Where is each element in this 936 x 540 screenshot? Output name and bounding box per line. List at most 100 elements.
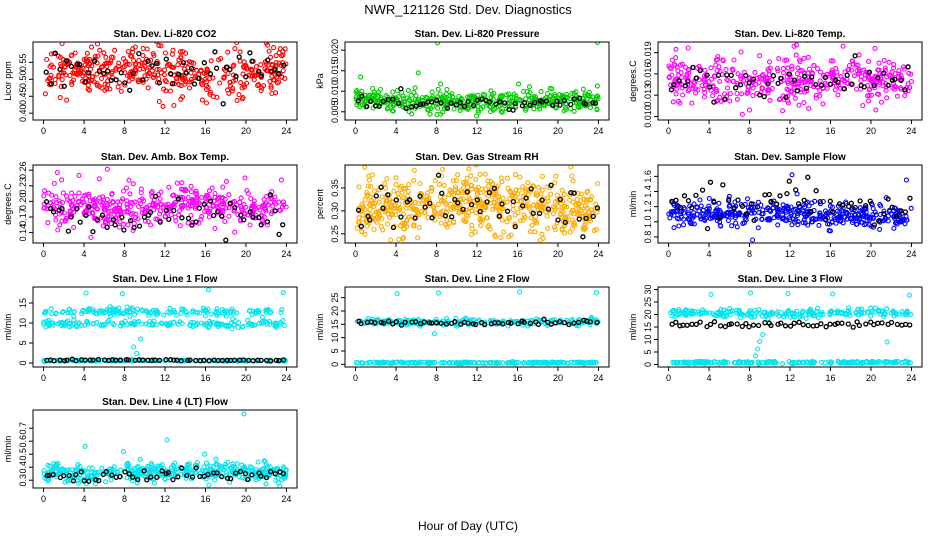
data-point	[249, 67, 255, 73]
data-point	[859, 360, 865, 366]
data-point	[801, 360, 807, 366]
data-point	[112, 47, 118, 53]
data-point	[801, 197, 807, 203]
data-point	[695, 87, 701, 93]
data-point	[112, 312, 118, 318]
data-point	[199, 97, 205, 103]
data-point	[907, 84, 913, 91]
data-point	[851, 73, 857, 79]
data-point	[222, 218, 228, 224]
data-point	[789, 63, 795, 69]
data-point	[561, 97, 567, 104]
data-point	[765, 66, 771, 72]
data-point	[374, 219, 380, 225]
data-point	[175, 62, 181, 68]
data-point	[413, 103, 419, 109]
data-point	[494, 360, 500, 366]
data-point	[156, 357, 163, 364]
data-point	[557, 102, 563, 108]
data-point	[888, 310, 894, 316]
data-point	[780, 66, 786, 72]
data-point	[767, 311, 773, 317]
data-point	[567, 197, 573, 203]
data-point	[358, 223, 364, 229]
data-point	[576, 216, 582, 222]
data-point	[673, 46, 679, 52]
data-point	[881, 70, 887, 76]
data-point	[569, 90, 575, 96]
data-point	[584, 189, 590, 195]
data-point	[725, 209, 731, 215]
data-point	[390, 321, 396, 327]
data-point	[789, 360, 795, 366]
data-point	[112, 222, 118, 228]
data-point	[140, 45, 146, 52]
data-point	[698, 203, 704, 209]
data-point	[571, 96, 577, 102]
data-point	[561, 319, 568, 326]
data-point	[525, 360, 531, 366]
data-point	[791, 320, 797, 326]
data-point	[783, 57, 790, 63]
x-tick-label: 16	[512, 249, 522, 259]
data-point	[809, 219, 815, 225]
data-point	[443, 210, 450, 216]
data-point	[180, 59, 187, 66]
data-point	[511, 91, 517, 97]
data-points	[41, 287, 288, 365]
data-point	[109, 357, 116, 363]
data-point	[401, 98, 407, 105]
data-point	[207, 76, 213, 82]
data-point	[171, 357, 177, 363]
data-point	[199, 214, 205, 220]
outlier-point	[160, 103, 166, 109]
data-point	[141, 214, 148, 220]
data-point	[507, 214, 513, 220]
data-point	[775, 206, 781, 212]
outlier-point	[280, 290, 286, 296]
data-point	[469, 183, 475, 189]
data-point	[251, 77, 257, 83]
data-point	[539, 173, 545, 179]
data-point	[900, 311, 906, 317]
data-point	[743, 217, 749, 223]
data-point	[207, 209, 213, 215]
data-point	[713, 88, 719, 94]
data-point	[88, 44, 95, 50]
data-point	[127, 306, 133, 312]
data-point	[745, 90, 751, 96]
data-point	[121, 227, 127, 233]
data-point	[490, 107, 496, 113]
data-point	[786, 178, 792, 184]
data-point	[468, 173, 474, 179]
data-point	[74, 61, 81, 68]
data-point	[689, 221, 695, 227]
data-point	[190, 197, 196, 203]
data-point	[87, 357, 93, 363]
panel-title: Stan. Dev. Li-820 Temp.	[735, 29, 846, 40]
data-point	[428, 99, 435, 105]
data-point	[801, 55, 807, 61]
data-point	[137, 66, 143, 72]
data-point	[133, 309, 140, 315]
data-point	[467, 197, 473, 203]
data-point	[375, 316, 381, 323]
data-point	[817, 199, 823, 205]
data-point	[581, 317, 587, 323]
data-point	[129, 53, 135, 60]
data-point	[528, 188, 534, 194]
data-point	[390, 359, 396, 365]
data-point	[817, 93, 823, 99]
data-point	[185, 357, 191, 364]
data-point	[693, 86, 699, 92]
data-point	[221, 75, 227, 81]
data-point	[371, 226, 377, 233]
data-point	[386, 196, 392, 202]
data-point	[815, 66, 821, 72]
data-point	[685, 78, 691, 84]
y-tick-label: 0.20	[18, 193, 28, 211]
data-point	[80, 73, 86, 79]
